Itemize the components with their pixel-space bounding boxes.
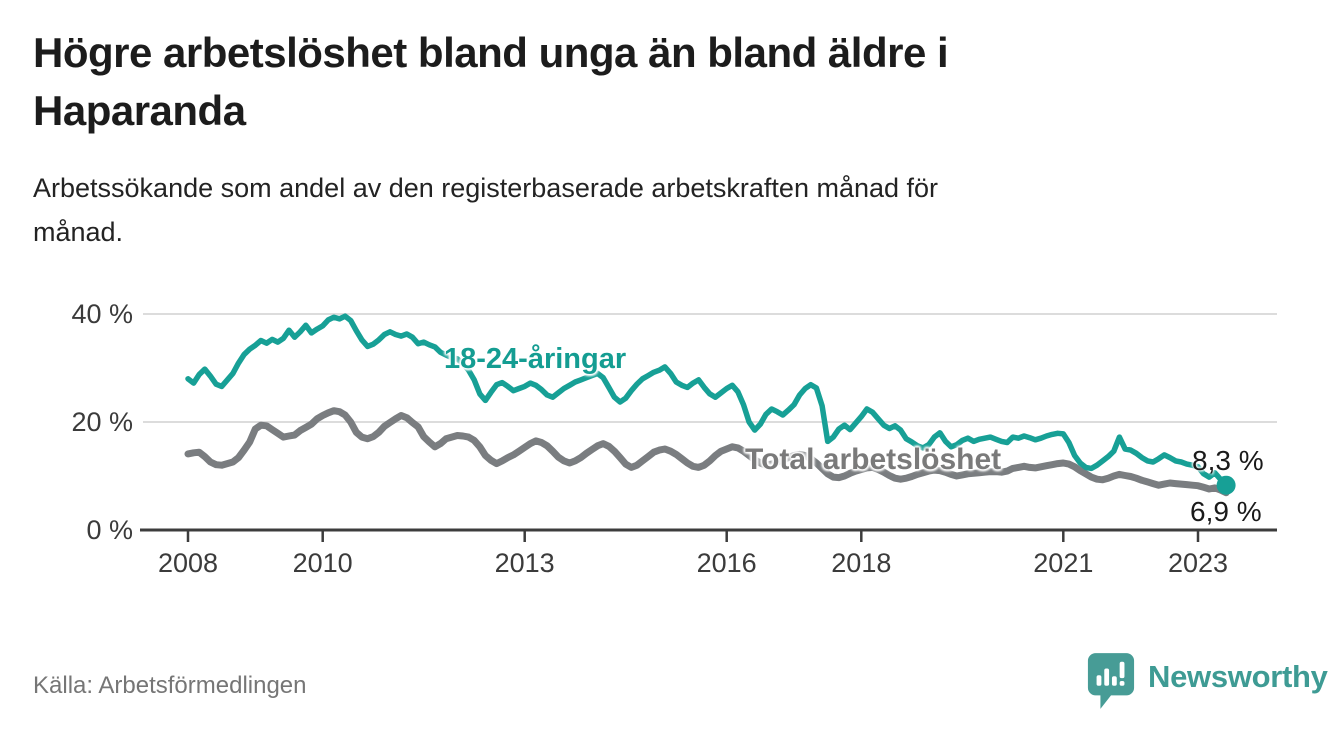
series-label-total: Total arbetslöshet — [745, 443, 1002, 476]
newsworthy-logo-icon — [1087, 653, 1135, 709]
y-axis-label: 40 % — [71, 299, 133, 329]
x-axis-label: 2010 — [292, 548, 353, 578]
x-axis-label: 2023 — [1167, 548, 1229, 578]
chart-subtitle-line2: månad. — [33, 217, 124, 247]
x-axis-ticks — [186, 531, 1200, 542]
x-axis-label: 2016 — [696, 548, 757, 578]
x-axis-label: 2008 — [157, 548, 219, 578]
x-axis-label: 2018 — [831, 548, 892, 578]
chart-subtitle: Arbetssökande som andel av den registerb… — [33, 166, 1293, 254]
source-note: Källa: Arbetsförmedlingen — [33, 672, 307, 699]
page-title-line1: Högre arbetslöshet bland unga än bland ä… — [33, 29, 949, 76]
newsworthy-logo: Newsworthy — [1086, 650, 1328, 712]
series-label-youth: 18-24-åringar — [444, 343, 627, 375]
x-axis-label: 2013 — [494, 548, 555, 578]
series-line-total — [184, 407, 1230, 497]
gridlines — [143, 313, 1277, 423]
x-axis-label: 2021 — [1033, 548, 1094, 578]
y-axis-label: 20 % — [71, 407, 133, 437]
newsworthy-wordmark: Newsworthy — [1148, 659, 1328, 694]
end-value-label-total: 6,9 % — [1190, 496, 1262, 527]
series-end-dot — [1216, 475, 1236, 495]
page-title: Högre arbetslöshet bland unga än bland ä… — [33, 24, 1293, 140]
end-value-label-youth: 8,3 % — [1192, 445, 1264, 476]
page-title-line2: Haparanda — [33, 87, 246, 134]
series-line-youth — [185, 313, 1229, 488]
y-axis-label: 0 % — [86, 515, 133, 545]
chart-subtitle-line1: Arbetssökande som andel av den registerb… — [33, 173, 939, 203]
